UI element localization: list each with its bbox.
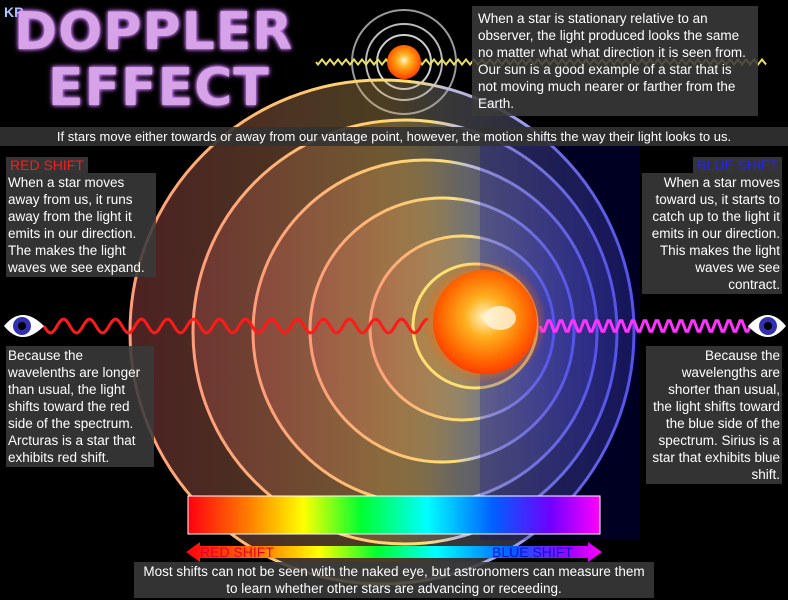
- spectrum-blue-label: BLUE SHIFT: [492, 544, 573, 560]
- observer-eye-left-icon: [4, 315, 44, 337]
- red-shift-wave: [42, 317, 429, 335]
- blue-shift-wave: [538, 319, 752, 333]
- red-shift-label: RED SHIFT: [6, 157, 88, 173]
- blue-shift-text-1: When a star moves toward us, it starts t…: [642, 173, 782, 294]
- red-shift-text-1: When a star moves away from us, it runs …: [6, 173, 156, 277]
- red-shift-text-2: Because the wavelenths are longer than u…: [6, 346, 154, 467]
- observer-eye-right-icon: [748, 315, 786, 337]
- moving-star: [423, 260, 547, 384]
- blue-shift-text-2: Because the wavelengths are shorter than…: [646, 346, 782, 484]
- page-title-line1: DOPPLER: [14, 2, 294, 62]
- blue-shift-label: BLUE SHIFT: [693, 157, 782, 173]
- intro-text: If stars move either towards or away fro…: [0, 127, 788, 146]
- page-title-line2: EFFECT: [48, 58, 270, 118]
- bottom-text: Most shifts can not be seen with the nak…: [134, 562, 654, 598]
- spectrum-red-label: RED SHIFT: [200, 544, 274, 560]
- stationary-description: When a star is stationary relative to an…: [472, 6, 758, 116]
- color-spectrum-bar: [187, 495, 601, 535]
- logo: KP: [4, 4, 24, 20]
- spectrum-arrow: [186, 542, 602, 562]
- stationary-star: [387, 45, 421, 79]
